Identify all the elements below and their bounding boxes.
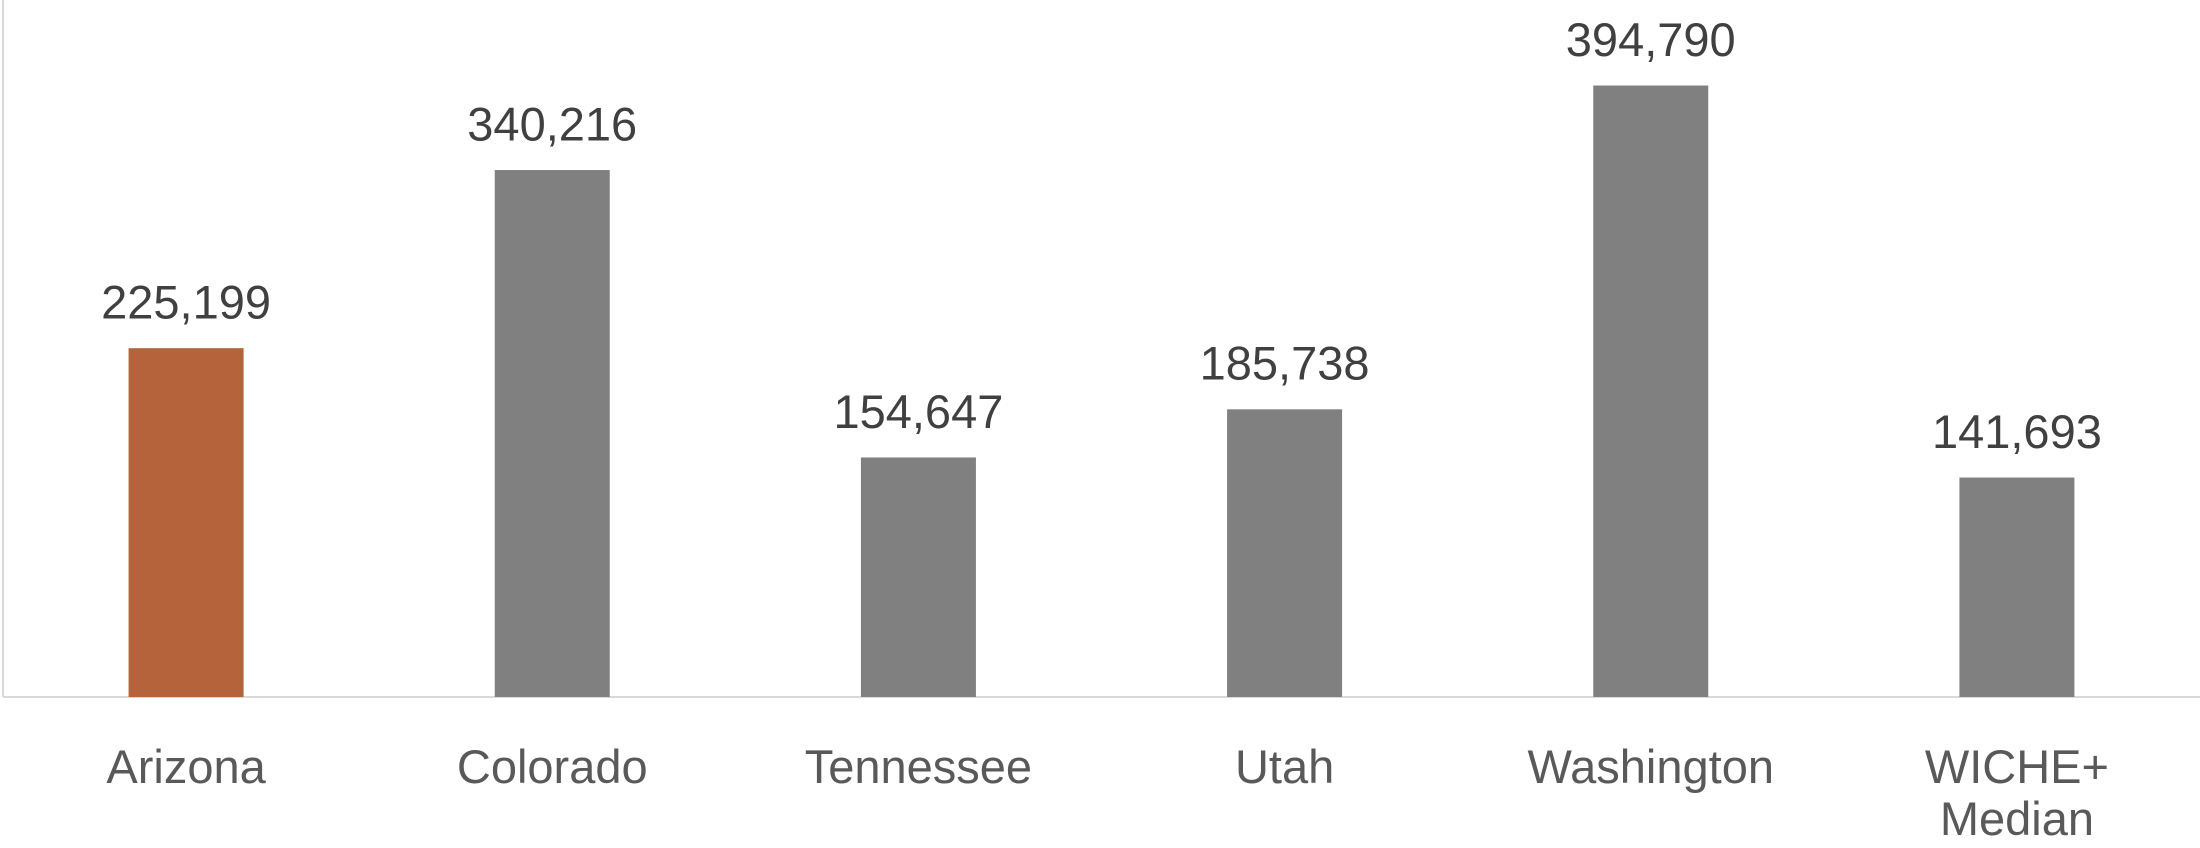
x-tick-label: WICHE+ Median [1924,740,2109,845]
data-label: 141,693 [1932,405,2102,458]
bar [860,457,976,697]
bar [128,348,244,697]
bar [1959,477,2075,697]
bar [1593,85,1709,697]
x-tick-label: Tennessee [804,740,1033,793]
bar [494,170,610,697]
data-label: 225,199 [101,276,271,329]
x-tick-label: Colorado [456,740,648,793]
x-tick-label: Arizona [106,740,266,793]
x-tick-label: Utah [1234,740,1335,793]
data-label: 394,790 [1566,13,1736,66]
bar [1227,409,1343,697]
x-tick-label: Washington [1527,740,1774,793]
data-label: 340,216 [467,97,637,150]
data-label: 185,738 [1200,337,1370,390]
data-label: 154,647 [833,385,1003,438]
